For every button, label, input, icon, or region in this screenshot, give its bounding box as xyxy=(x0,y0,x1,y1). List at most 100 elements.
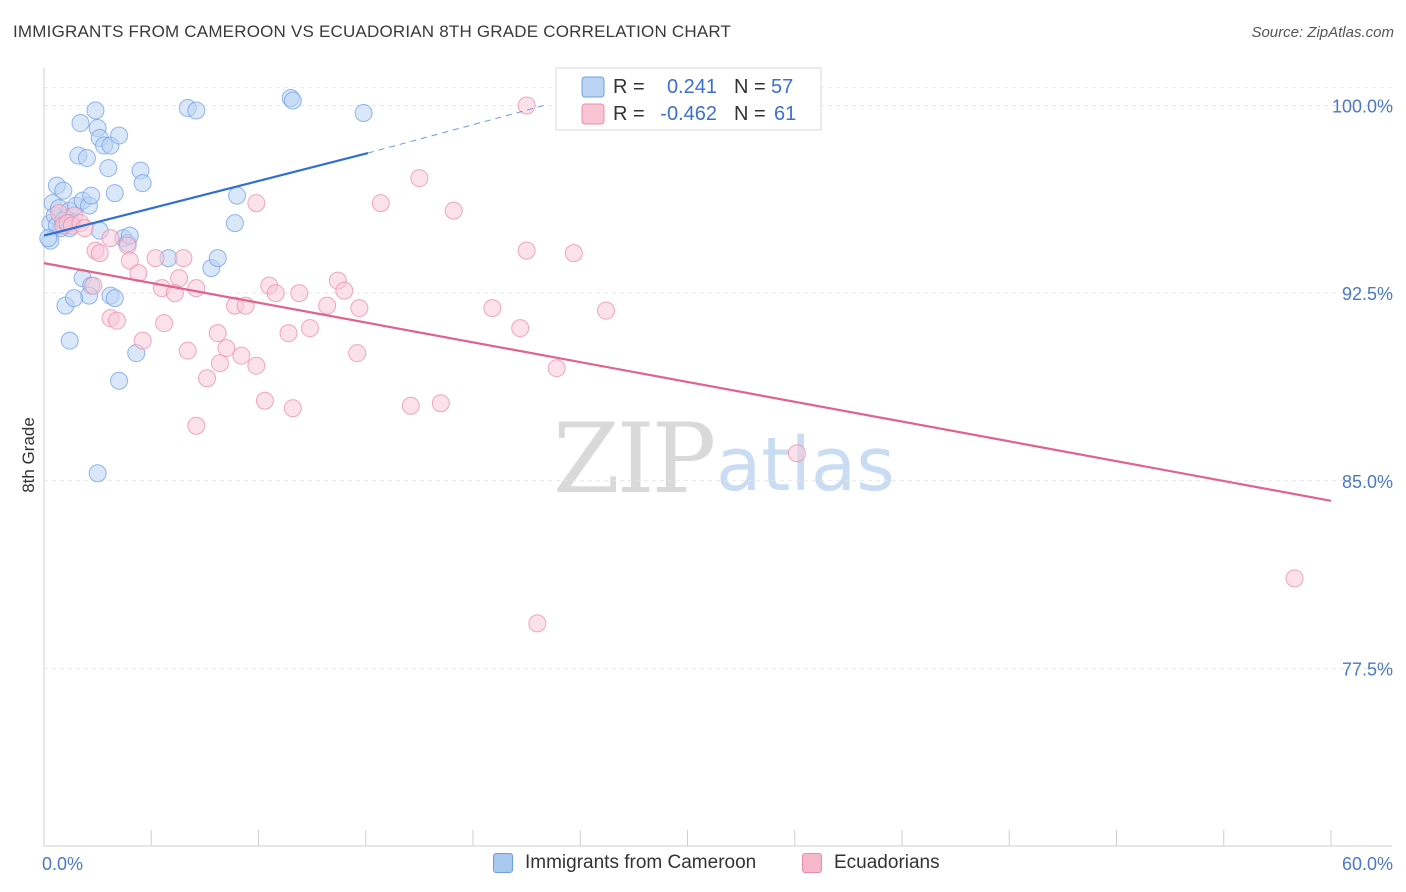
legend-r-label-2: R = xyxy=(613,103,645,125)
cameroon-point xyxy=(110,126,129,145)
cameroon-point xyxy=(105,289,124,308)
ecuadorians-point xyxy=(217,339,236,358)
ecuadorians-point xyxy=(283,399,302,418)
y-axis-title: 8th Grade xyxy=(19,417,38,493)
ecuadorians-point xyxy=(596,301,615,320)
gridlines xyxy=(44,87,1392,669)
legend-n-label-2: N = xyxy=(734,103,766,125)
legend-r-value-1: 0.241 xyxy=(667,76,717,98)
cameroon-point xyxy=(54,181,73,200)
cameroon-point xyxy=(99,159,118,178)
ecuadorians-point xyxy=(107,311,126,330)
legend-label-ecuadorians: Ecuadorians xyxy=(834,852,940,873)
trend-lines xyxy=(43,105,1332,502)
watermark-zip: ZIP xyxy=(553,403,714,515)
legend-r-value-2: -0.462 xyxy=(660,103,717,125)
ecuadorians-point xyxy=(101,229,120,248)
series-legend: Immigrants from Cameroon Ecuadorians xyxy=(0,852,1406,878)
ecuadorians-point xyxy=(279,324,298,343)
ecuadorians-point xyxy=(198,369,217,388)
legend-n-value-1: 57 xyxy=(771,76,793,98)
trend-line-cameroon-extension xyxy=(367,105,544,154)
ecuadorians-point xyxy=(335,281,354,300)
ecuadorians-point xyxy=(170,269,189,288)
source-label: Source: ZipAtlas.com xyxy=(1251,24,1394,41)
cameroon-point xyxy=(82,186,101,205)
y-tick-label: 77.5% xyxy=(1342,659,1393,679)
ecuadorians-point xyxy=(187,416,206,435)
ecuadorians-point xyxy=(483,299,502,318)
legend-r-label-1: R = xyxy=(613,76,645,98)
x-tick-label-min: 0.0% xyxy=(42,854,83,874)
ecuadorians-point xyxy=(410,169,429,188)
ecuadorians-point xyxy=(133,331,152,350)
ecuadorians-point xyxy=(174,249,193,268)
ecuadorians-point xyxy=(431,394,450,413)
trend-line-ecuadorians xyxy=(43,262,1332,502)
x-tick-label-max: 60.0% xyxy=(1342,854,1393,874)
cameroon-point xyxy=(225,214,244,233)
cameroon-point xyxy=(65,289,84,308)
cameroon-point xyxy=(77,149,96,168)
cameroon-point xyxy=(88,464,107,483)
ecuadorians-point xyxy=(371,194,390,213)
ecuadorians-point xyxy=(120,251,139,270)
cameroon-point xyxy=(283,91,302,110)
correlation-legend: R = 0.241 N = 57 R = -0.462 N = 61 xyxy=(555,67,822,131)
ecuadorians-point xyxy=(1285,569,1304,588)
legend-swatch-ecuadorians-bottom xyxy=(802,853,822,873)
x-ticks xyxy=(43,830,1332,846)
ecuadorians-point xyxy=(444,201,463,220)
ecuadorians-point xyxy=(318,296,337,315)
ecuadorians-point xyxy=(187,279,206,298)
legend-swatch-cameroon-bottom xyxy=(493,853,513,873)
legend-swatch-ecuadorians xyxy=(581,103,605,125)
ecuadorians-point xyxy=(300,319,319,338)
chart-title: IMMIGRANTS FROM CAMEROON VS ECUADORIAN 8… xyxy=(13,22,732,41)
ecuadorians-point xyxy=(350,299,369,318)
y-tick-labels: 100.0% 92.5% 85.0% 77.5% xyxy=(1332,97,1393,680)
ecuadorians-point xyxy=(528,614,547,633)
ecuadorians-point xyxy=(255,391,274,410)
cameroon-point xyxy=(105,184,124,203)
ecuadorians-point xyxy=(247,356,266,375)
cameroon-point xyxy=(60,331,79,350)
ecuadorians-point xyxy=(401,396,420,415)
legend-item-cameroon: Immigrants from Cameroon xyxy=(493,852,756,874)
ecuadorians-point xyxy=(517,96,536,115)
ecuadorians-point xyxy=(208,324,227,343)
cameroon-point xyxy=(187,101,206,120)
ecuadorians-point xyxy=(348,344,367,363)
series-ecuadorians-points xyxy=(50,96,1304,633)
cameroon-point xyxy=(228,186,247,205)
ecuadorians-point xyxy=(118,236,137,255)
cameroon-point xyxy=(71,114,90,133)
ecuadorians-point xyxy=(84,276,103,295)
ecuadorians-point xyxy=(210,354,229,373)
y-tick-label: 85.0% xyxy=(1342,472,1393,492)
y-tick-label: 100.0% xyxy=(1332,97,1393,117)
cameroon-point xyxy=(133,174,152,193)
ecuadorians-point xyxy=(155,314,174,333)
y-tick-label: 92.5% xyxy=(1342,284,1393,304)
trend-line-cameroon xyxy=(43,151,369,237)
ecuadorians-point xyxy=(787,444,806,463)
axes xyxy=(43,68,1392,847)
ecuadorians-point xyxy=(547,359,566,378)
ecuadorians-point xyxy=(266,284,285,303)
legend-n-label-1: N = xyxy=(734,76,766,98)
cameroon-point xyxy=(110,371,129,390)
legend-swatch-cameroon xyxy=(581,76,605,98)
ecuadorians-point xyxy=(232,346,251,365)
ecuadorians-point xyxy=(75,219,94,238)
ecuadorians-point xyxy=(290,284,309,303)
ecuadorians-point xyxy=(517,241,536,260)
ecuadorians-point xyxy=(247,194,266,213)
legend-n-value-2: 61 xyxy=(774,103,796,125)
ecuadorians-point xyxy=(511,319,530,338)
ecuadorians-point xyxy=(146,249,165,268)
cameroon-point xyxy=(354,104,373,123)
legend-label-cameroon: Immigrants from Cameroon xyxy=(525,852,757,873)
cameroon-point xyxy=(208,249,227,268)
